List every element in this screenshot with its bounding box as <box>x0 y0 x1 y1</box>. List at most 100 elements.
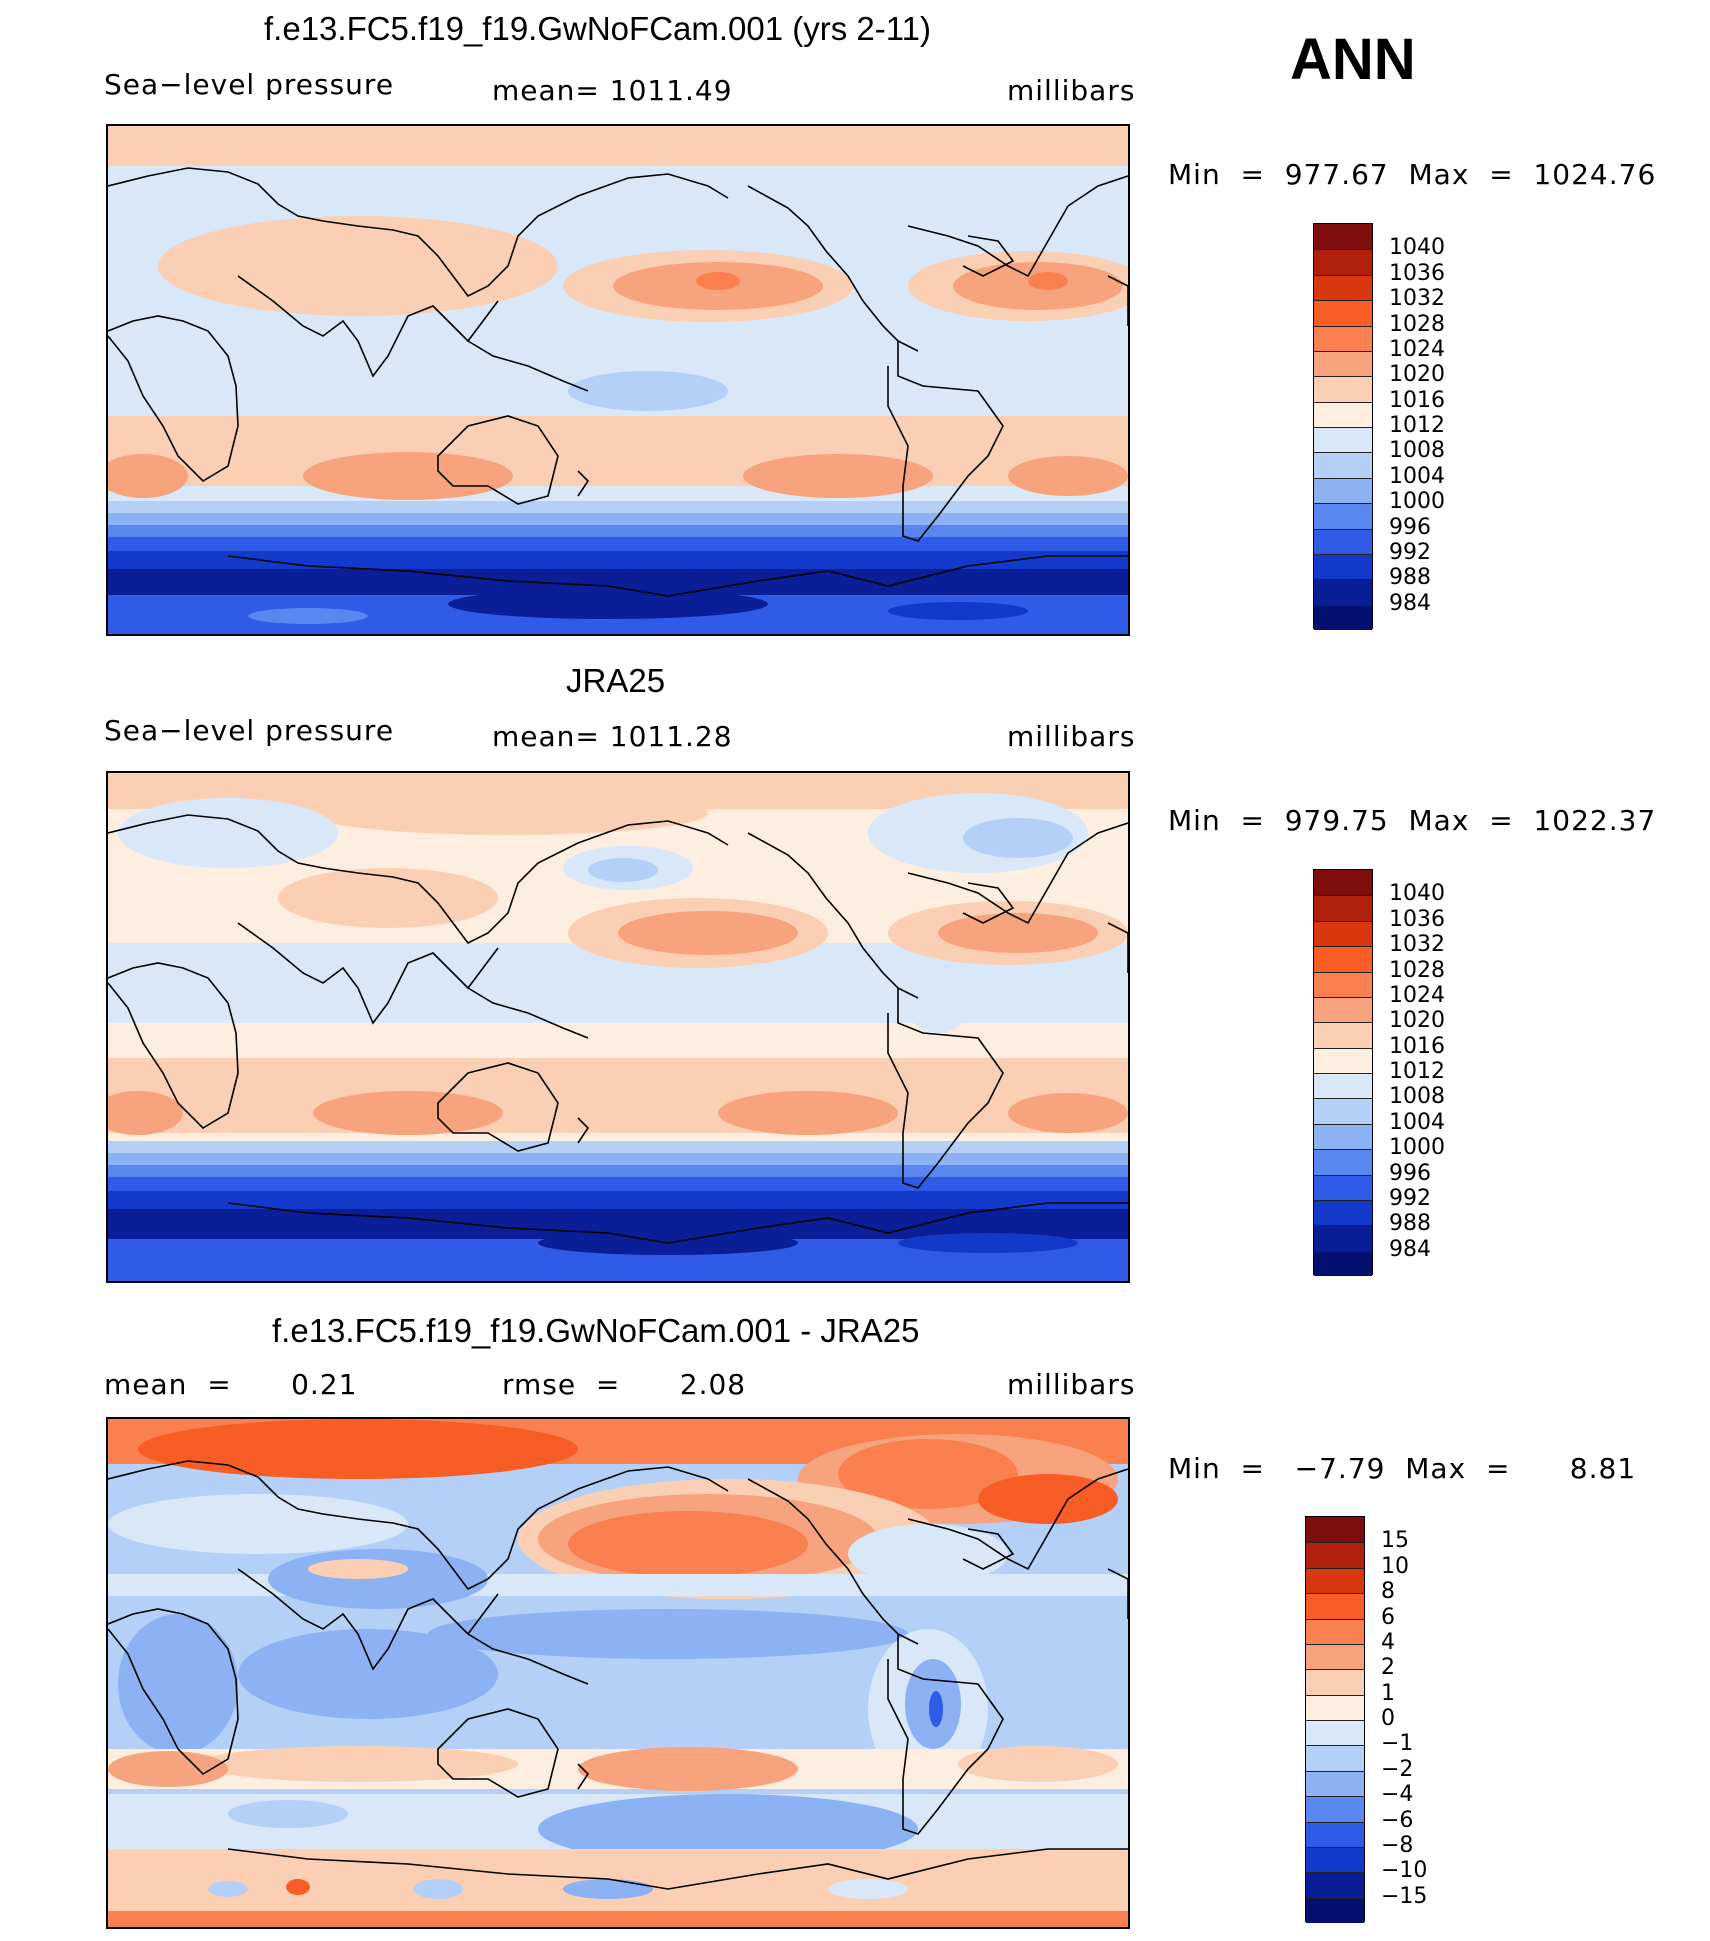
panel1-colorbar-box <box>1313 223 1373 630</box>
colorbar-swatch <box>1314 452 1372 478</box>
colorbar-swatch <box>1314 553 1372 580</box>
colorbar-tick-label: 1036 <box>1389 260 1445 286</box>
colorbar-swatch <box>1314 325 1372 351</box>
colorbar-swatch <box>1314 249 1372 275</box>
colorbar-swatch <box>1314 350 1372 377</box>
colorbar-tick-label: 1016 <box>1389 1033 1445 1059</box>
colorbar-swatch <box>1306 1618 1364 1644</box>
season-label: ANN <box>1290 27 1416 92</box>
colorbar-swatch <box>1306 1643 1364 1670</box>
panel3-units-label: millibars <box>1007 1368 1136 1401</box>
colorbar-tick-label: 0 <box>1381 1706 1395 1731</box>
colorbar-tick-label: 2 <box>1381 1655 1395 1681</box>
panel1-minmax: Min = 977.67 Max = 1024.76 <box>1168 158 1657 191</box>
panel2-map <box>106 771 1130 1283</box>
colorbar-tick-label: 1040 <box>1389 881 1445 907</box>
panel1-units-label: millibars <box>1007 74 1136 107</box>
colorbar-swatch <box>1314 946 1372 972</box>
colorbar-swatch <box>1314 579 1372 605</box>
colorbar-tick-label: 992 <box>1389 539 1431 565</box>
colorbar-swatch <box>1314 895 1372 921</box>
colorbar-swatch <box>1314 870 1372 896</box>
panel3-map <box>106 1417 1130 1929</box>
panel3-colorbar-box <box>1305 1516 1365 1923</box>
colorbar-swatch <box>1314 503 1372 529</box>
colorbar-tick-label: 1028 <box>1389 311 1445 337</box>
colorbar-tick-label: −6 <box>1381 1807 1414 1833</box>
colorbar-tick-label: 1004 <box>1389 463 1445 489</box>
colorbar-tick-label: 1024 <box>1389 336 1445 362</box>
panel2-variable-label: Sea−level pressure <box>104 714 395 747</box>
colorbar-swatch <box>1306 1567 1364 1594</box>
panel1-variable-label: Sea−level pressure <box>104 68 395 101</box>
colorbar-swatch <box>1306 1821 1364 1847</box>
colorbar-tick-label: 10 <box>1381 1553 1409 1579</box>
colorbar-swatch <box>1314 1225 1372 1251</box>
colorbar-swatch <box>1314 427 1372 453</box>
colorbar-tick-label: 988 <box>1389 565 1431 591</box>
colorbar-tick-label: −15 <box>1381 1883 1428 1909</box>
colorbar-swatch <box>1306 1872 1364 1898</box>
colorbar-swatch <box>1314 401 1372 427</box>
colorbar-tick-label: 1020 <box>1389 362 1445 388</box>
colorbar-tick-label: 4 <box>1381 1629 1395 1655</box>
panel2-minmax: Min = 979.75 Max = 1022.37 <box>1168 804 1657 837</box>
colorbar-tick-label: 1036 <box>1389 906 1445 932</box>
panel2-mean-label: mean= 1011.28 <box>492 720 733 753</box>
panel3-minmax: Min = −7.79 Max = 8.81 <box>1168 1452 1637 1485</box>
colorbar-tick-label: −4 <box>1381 1782 1414 1808</box>
colorbar-swatch <box>1306 1770 1364 1797</box>
colorbar-tick-label: 1004 <box>1389 1109 1445 1135</box>
panel2-units-label: millibars <box>1007 720 1136 753</box>
colorbar-tick-label: −10 <box>1381 1858 1428 1884</box>
colorbar-swatch <box>1314 996 1372 1023</box>
colorbar-tick-label: 1020 <box>1389 1008 1445 1034</box>
colorbar-swatch <box>1314 920 1372 947</box>
colorbar-swatch <box>1314 971 1372 997</box>
panel3-mean-label: mean = 0.21 <box>104 1368 358 1401</box>
colorbar-tick-label: 1024 <box>1389 982 1445 1008</box>
colorbar-tick-label: 1000 <box>1389 1135 1445 1161</box>
colorbar-tick-label: 984 <box>1389 590 1431 616</box>
colorbar-swatch <box>1314 300 1372 326</box>
colorbar-tick-label: −2 <box>1381 1756 1414 1782</box>
panel1-title: f.e13.FC5.f19_f19.GwNoFCam.001 (yrs 2-11… <box>264 10 931 47</box>
panel3-rmse-label: rmse = 2.08 <box>502 1368 747 1401</box>
colorbar-tick-label: 1012 <box>1389 413 1445 438</box>
colorbar-tick-label: 984 <box>1389 1236 1431 1262</box>
colorbar-swatch <box>1314 224 1372 250</box>
colorbar-swatch <box>1314 604 1372 630</box>
colorbar-tick-label: 1032 <box>1389 286 1445 312</box>
colorbar-tick-label: 1008 <box>1389 438 1445 464</box>
colorbar-tick-label: 1032 <box>1389 932 1445 958</box>
colorbar-swatch <box>1314 1047 1372 1073</box>
colorbar-tick-label: 1016 <box>1389 387 1445 413</box>
colorbar-swatch <box>1306 1720 1364 1746</box>
colorbar-swatch <box>1314 274 1372 301</box>
colorbar-tick-label: 996 <box>1389 514 1431 540</box>
colorbar-swatch <box>1314 1073 1372 1099</box>
panel2-colorbar-box <box>1313 869 1373 1276</box>
colorbar-tick-label: −8 <box>1381 1832 1414 1858</box>
colorbar-tick-label: 1040 <box>1389 235 1445 261</box>
colorbar-tick-label: 15 <box>1381 1528 1409 1554</box>
panel2-title: JRA25 <box>566 662 666 699</box>
colorbar-swatch <box>1306 1542 1364 1568</box>
colorbar-swatch <box>1314 1022 1372 1048</box>
panel1-mean-label: mean= 1011.49 <box>492 74 733 107</box>
colorbar-swatch <box>1306 1669 1364 1695</box>
colorbar-tick-label: 996 <box>1389 1160 1431 1186</box>
colorbar-swatch <box>1306 1897 1364 1923</box>
panel1-map <box>106 124 1130 636</box>
colorbar-swatch <box>1314 1174 1372 1200</box>
colorbar-swatch <box>1306 1745 1364 1771</box>
colorbar-tick-label: 988 <box>1389 1211 1431 1237</box>
colorbar-swatch <box>1314 1123 1372 1150</box>
colorbar-swatch <box>1314 1199 1372 1226</box>
colorbar-tick-label: 1008 <box>1389 1084 1445 1110</box>
colorbar-swatch <box>1306 1593 1364 1619</box>
colorbar-tick-label: 6 <box>1381 1604 1395 1630</box>
colorbar-swatch <box>1306 1846 1364 1873</box>
colorbar-swatch <box>1314 376 1372 402</box>
colorbar-tick-label: −1 <box>1381 1731 1414 1757</box>
